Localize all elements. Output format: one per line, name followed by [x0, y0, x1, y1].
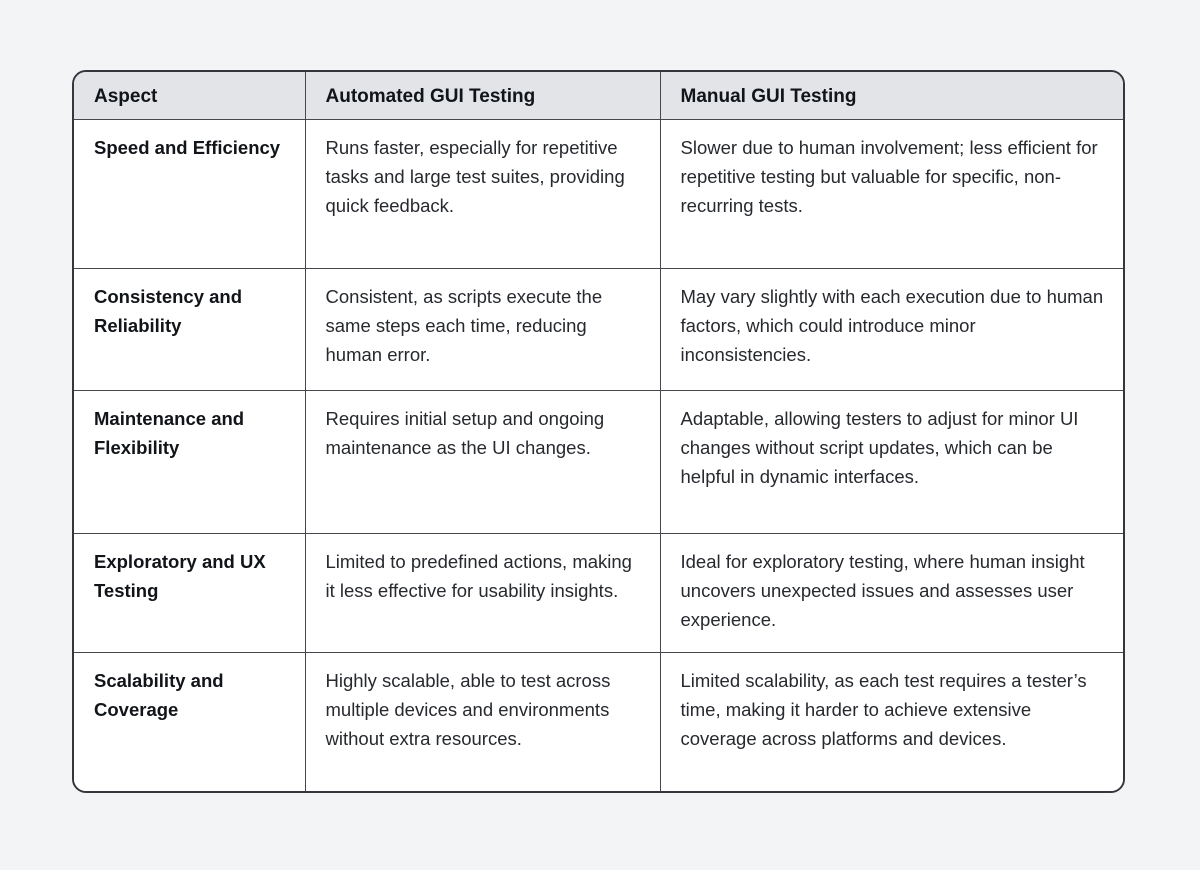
aspect-cell-consistency-and-reliability: Consistency and Reliability	[74, 268, 306, 391]
header-cell-automated-gui-testing: Automated GUI Testing	[304, 72, 661, 120]
manual-cell: Adaptable, allowing testers to adjust fo…	[659, 390, 1123, 534]
automated-cell: Highly scalable, able to test across mul…	[304, 652, 661, 791]
manual-cell: Slower due to human involvement; less ef…	[659, 119, 1123, 269]
automated-cell: Requires initial setup and ongoing maint…	[304, 390, 661, 534]
manual-cell: Limited scalability, as each test requir…	[659, 652, 1123, 791]
header-cell-manual-gui-testing: Manual GUI Testing	[659, 72, 1123, 120]
aspect-cell-maintenance-and-flexibility: Maintenance and Flexibility	[74, 390, 306, 534]
table-header-row: Aspect Automated GUI Testing Manual GUI …	[74, 72, 1123, 120]
table-row: Consistency and Reliability Consistent, …	[74, 268, 1123, 391]
gui-testing-comparison-table: Aspect Automated GUI Testing Manual GUI …	[74, 72, 1123, 791]
manual-cell: Ideal for exploratory testing, where hum…	[659, 533, 1123, 653]
table-row: Maintenance and Flexibility Requires ini…	[74, 390, 1123, 534]
automated-cell: Runs faster, especially for repetitive t…	[304, 119, 661, 269]
automated-cell: Limited to predefined actions, making it…	[304, 533, 661, 653]
automated-cell: Consistent, as scripts execute the same …	[304, 268, 661, 391]
manual-cell: May vary slightly with each execution du…	[659, 268, 1123, 391]
header-cell-aspect: Aspect	[74, 72, 306, 120]
table-row: Exploratory and UX Testing Limited to pr…	[74, 533, 1123, 653]
table-row: Speed and Efficiency Runs faster, especi…	[74, 119, 1123, 269]
comparison-table-card: Aspect Automated GUI Testing Manual GUI …	[72, 70, 1125, 793]
aspect-cell-exploratory-and-ux-testing: Exploratory and UX Testing	[74, 533, 306, 653]
aspect-cell-scalability-and-coverage: Scalability and Coverage	[74, 652, 306, 791]
table-row: Scalability and Coverage Highly scalable…	[74, 652, 1123, 791]
aspect-cell-speed-and-efficiency: Speed and Efficiency	[74, 119, 306, 269]
